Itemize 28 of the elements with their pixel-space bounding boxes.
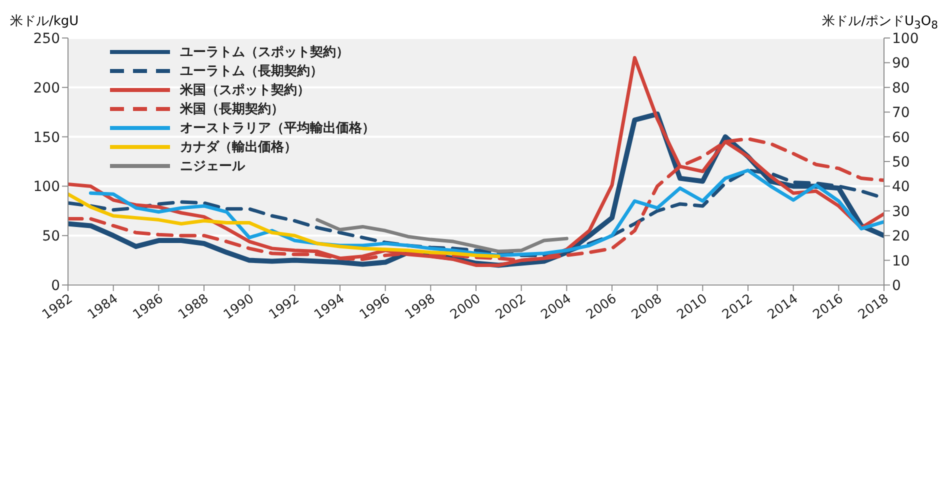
y2-tick-label: 50 xyxy=(892,154,910,170)
line-series xyxy=(316,218,568,254)
y2-tick-label: 80 xyxy=(892,80,910,96)
y-axis-title: 米ドル/kgU xyxy=(10,14,79,29)
legend-label: カナダ（輸出価格） xyxy=(180,138,297,156)
line-series xyxy=(68,192,500,258)
legend-label: ユーラトム（スポット契約） xyxy=(180,44,349,60)
y2-tick-label: 70 xyxy=(892,105,910,122)
y-tick-label: 150 xyxy=(33,130,60,146)
y2-axis-title: 米ドル/ポンドU$_{3}$O$_{8}$ xyxy=(822,14,938,32)
y2-tick-label: 40 xyxy=(892,179,910,196)
legend-label: オーストラリア（平均輸出価格） xyxy=(180,120,375,136)
y2-tick-label: 90 xyxy=(892,56,910,72)
legend-label: 米国（スポット契約） xyxy=(180,82,310,98)
legend-label: ニジェール xyxy=(180,158,245,174)
y2-tick-label: 10 xyxy=(892,253,910,270)
y2-tick-label: 20 xyxy=(892,228,910,245)
legend-label: ユーラトム（長期契約） xyxy=(180,62,323,80)
y2-tick-label: 0 xyxy=(892,278,901,294)
y-tick-label: 250 xyxy=(33,30,60,47)
legend-label: 米国（長期契約） xyxy=(180,100,284,118)
y2-tick-label: 100 xyxy=(892,30,919,47)
y-tick-label: 200 xyxy=(33,80,60,96)
y2-tick-label: 60 xyxy=(892,130,910,146)
y-tick-label: 0 xyxy=(51,278,60,294)
y2-tick-label: 30 xyxy=(892,204,910,220)
y-tick-label: 50 xyxy=(42,228,60,245)
y-tick-label: 100 xyxy=(33,179,60,196)
